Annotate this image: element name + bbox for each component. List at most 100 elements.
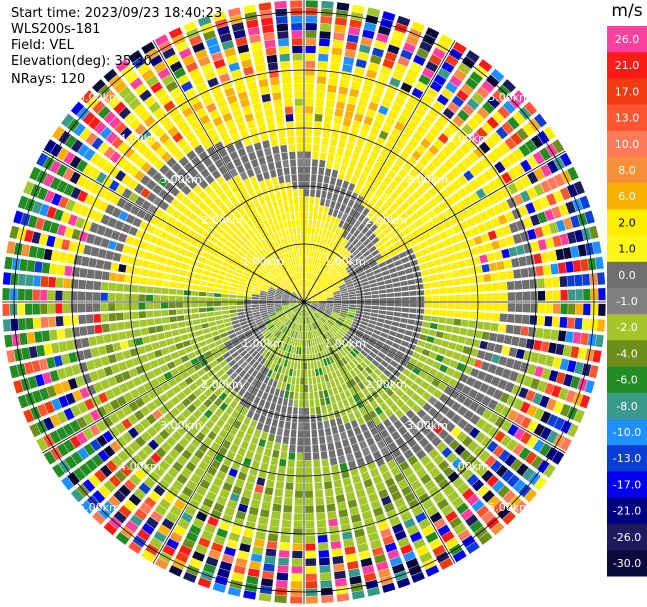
velocity-gate (313, 284, 319, 291)
velocity-gate (380, 65, 392, 76)
velocity-gate (328, 240, 335, 249)
velocity-gate (537, 353, 547, 365)
velocity-gate (349, 217, 357, 226)
velocity-gate (339, 187, 347, 197)
velocity-gate (325, 230, 331, 239)
velocity-gate (347, 288, 356, 293)
velocity-gate (366, 271, 374, 278)
velocity-gate (326, 305, 334, 309)
velocity-gate (491, 313, 500, 322)
velocity-gate (441, 146, 453, 157)
velocity-gate (494, 161, 506, 174)
velocity-gate (424, 254, 433, 262)
velocity-gate (316, 267, 321, 276)
velocity-gate (369, 126, 380, 137)
velocity-gate (394, 121, 405, 132)
velocity-gate (502, 100, 516, 114)
velocity-gate (540, 251, 550, 263)
velocity-gate (405, 35, 419, 47)
velocity-gate (321, 190, 327, 199)
velocity-gate (305, 287, 308, 295)
velocity-gate (540, 164, 552, 178)
velocity-gate (401, 286, 409, 292)
velocity-gate (395, 206, 405, 216)
velocity-gate (383, 274, 391, 281)
velocity-gate (365, 69, 378, 79)
velocity-gate (311, 302, 319, 305)
velocity-gate (420, 269, 429, 277)
velocity-gate (389, 37, 403, 48)
velocity-gate (378, 130, 389, 141)
velocity-gate (456, 232, 466, 242)
velocity-gate (398, 322, 407, 329)
velocity-gate (341, 125, 350, 134)
velocity-gate (454, 148, 466, 160)
velocity-gate (330, 131, 339, 140)
velocity-gate (375, 80, 387, 91)
velocity-gate (408, 223, 418, 232)
colorbar-tick-label: -6.0 (616, 374, 637, 387)
velocity-gate (406, 324, 415, 331)
velocity-gate (305, 264, 308, 272)
velocity-gate (562, 344, 572, 357)
velocity-gate (359, 258, 367, 265)
velocity-gate (334, 217, 341, 226)
velocity-gate (462, 302, 470, 310)
velocity-gate (408, 238, 418, 247)
velocity-gate (359, 235, 368, 243)
velocity-gate (454, 286, 462, 294)
velocity-gate (361, 198, 369, 207)
velocity-gate (305, 15, 318, 23)
velocity-gate (322, 284, 329, 290)
velocity-gate (435, 241, 445, 250)
velocity-gate (304, 287, 307, 295)
velocity-gate (374, 188, 383, 198)
velocity-gate (457, 174, 468, 186)
velocity-gate (498, 271, 507, 281)
velocity-gate (559, 233, 570, 246)
velocity-gate (438, 231, 449, 240)
velocity-gate (362, 217, 370, 226)
velocity-gate (326, 304, 334, 307)
velocity-gate (361, 123, 371, 133)
velocity-gate (555, 343, 565, 356)
velocity-gate (433, 119, 446, 132)
velocity-gate (359, 91, 371, 101)
velocity-gate (457, 62, 471, 76)
velocity-gate (435, 265, 444, 273)
velocity-gate (386, 293, 395, 298)
velocity-gate (388, 109, 399, 120)
velocity-gate (351, 120, 362, 130)
velocity-gate (479, 254, 488, 264)
velocity-gate (420, 119, 432, 131)
velocity-gate (431, 288, 440, 295)
velocity-gate (304, 151, 311, 159)
velocity-gate (417, 302, 425, 308)
velocity-gate (329, 138, 338, 147)
velocity-gate (416, 185, 427, 196)
velocity-gate (565, 261, 574, 273)
velocity-gate (472, 339, 481, 348)
velocity-gate (551, 316, 560, 328)
velocity-gate (331, 287, 339, 292)
velocity-gate (428, 227, 438, 237)
velocity-gate (481, 331, 490, 341)
velocity-gate (335, 226, 342, 235)
velocity-gate (505, 235, 515, 247)
velocity-gate (366, 7, 381, 18)
velocity-gate (416, 207, 426, 217)
velocity-gate (504, 211, 515, 223)
velocity-gate (346, 34, 359, 44)
velocity-gate (418, 224, 428, 234)
colorbar-tick-label: -10.0 (613, 426, 641, 439)
velocity-gate (377, 318, 385, 323)
velocity-gate (354, 283, 362, 289)
velocity-gate (382, 176, 392, 186)
velocity-gate (579, 195, 591, 210)
velocity-gate (318, 304, 326, 307)
velocity-gate (364, 295, 372, 299)
velocity-gate (377, 25, 391, 36)
velocity-gate (373, 227, 382, 236)
velocity-gate (369, 261, 378, 268)
velocity-gate (391, 254, 400, 262)
